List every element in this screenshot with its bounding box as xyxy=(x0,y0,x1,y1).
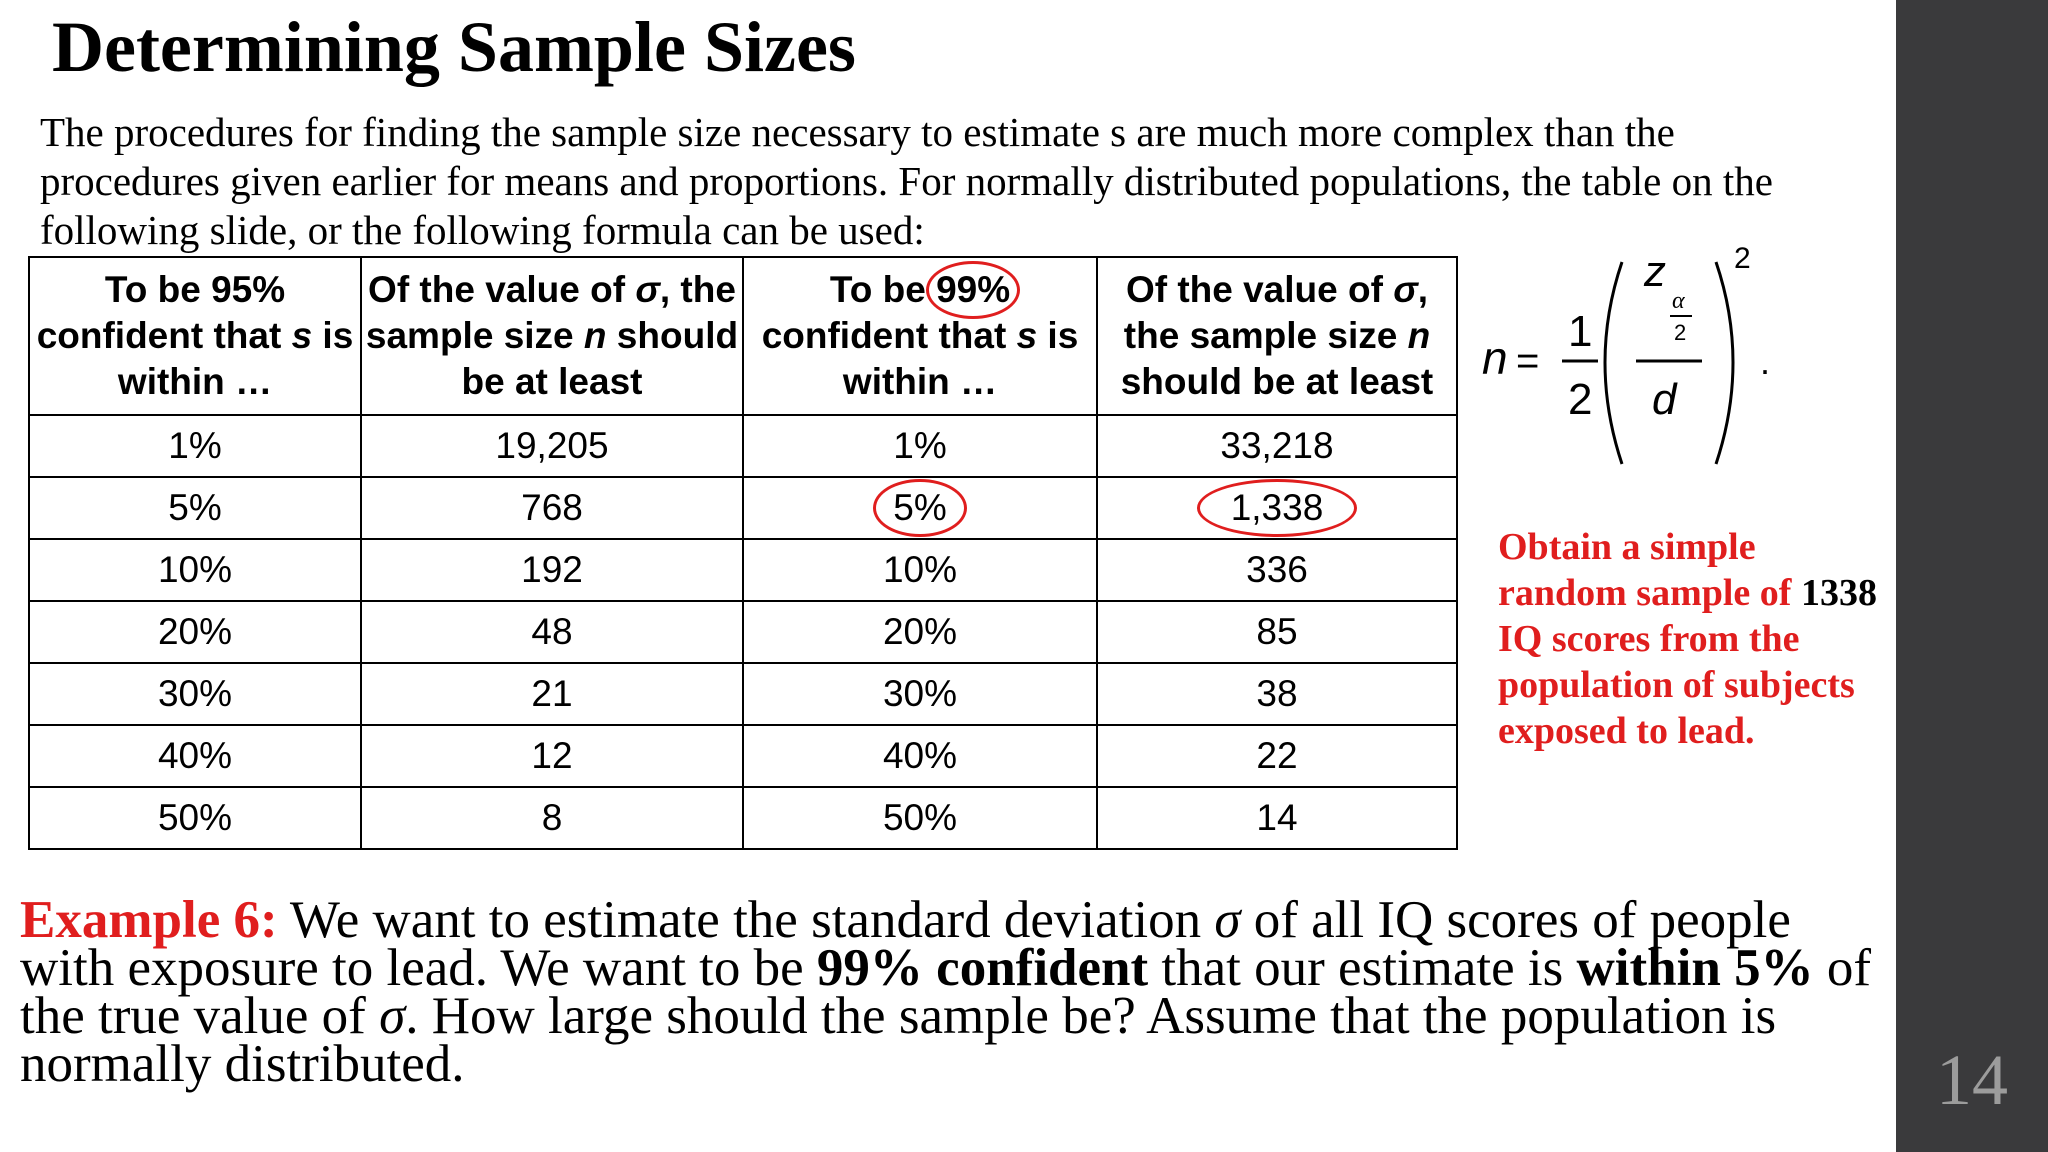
table-row: 5% 768 5% 1,338 xyxy=(28,476,1458,540)
formula-period: . xyxy=(1760,341,1770,382)
table-header-row: To be 95% confident that s is within … O… xyxy=(28,256,1458,416)
table-cell: 192 xyxy=(360,538,744,602)
formula-denominator: 2 xyxy=(1568,375,1592,424)
table-cell: 1% xyxy=(742,414,1098,478)
slide-title: Determining Sample Sizes xyxy=(52,7,856,87)
table-cell: 5% xyxy=(28,476,362,540)
table-cell: 22 xyxy=(1096,724,1458,788)
header-99-within: To be 99% confident that s is within … xyxy=(742,256,1098,416)
header-95-sample-size: Of the value of σ, the sample size n sho… xyxy=(360,256,744,416)
table-cell: 21 xyxy=(360,662,744,726)
table-cell: 50% xyxy=(28,786,362,850)
formula-alpha: α xyxy=(1672,288,1685,314)
formula-exponent: 2 xyxy=(1734,242,1751,275)
formula-n: n xyxy=(1482,332,1508,384)
table-row: 30% 21 30% 38 xyxy=(28,662,1458,726)
table-cell: 10% xyxy=(28,538,362,602)
formula-numerator: 1 xyxy=(1568,307,1592,356)
table-cell: 14 xyxy=(1096,786,1458,850)
table-cell: 40% xyxy=(28,724,362,788)
table-cell: 12 xyxy=(360,724,744,788)
left-paren xyxy=(1603,261,1624,465)
table-cell: 8 xyxy=(360,786,744,850)
header-95-within: To be 95% confident that s is within … xyxy=(28,256,362,416)
table-cell: 1% xyxy=(28,414,362,478)
formula-z: z xyxy=(1643,247,1666,296)
table-cell: 20% xyxy=(28,600,362,664)
table-cell: 33,218 xyxy=(1096,414,1458,478)
formula-d: d xyxy=(1652,375,1678,424)
intro-paragraph: The procedures for finding the sample si… xyxy=(40,109,1773,253)
table-cell: 85 xyxy=(1096,600,1458,664)
example-6-text: Example 6: We want to estimate the stand… xyxy=(20,891,1871,1093)
table-cell: 38 xyxy=(1096,662,1458,726)
table-cell: 336 xyxy=(1096,538,1458,602)
table-cell: 768 xyxy=(360,476,744,540)
table-cell: 30% xyxy=(28,662,362,726)
example-label: Example 6: xyxy=(20,891,278,949)
sample-size-formula: n = 1 2 z α 2 d 2 . xyxy=(1482,242,1770,465)
slide-number: 14 xyxy=(1936,1040,2008,1120)
table-cell: 20% xyxy=(742,600,1098,664)
solution-note: Obtain a simple random sample of 1338 IQ… xyxy=(1498,526,1877,752)
table-row: 50% 8 50% 14 xyxy=(28,786,1458,850)
table-cell: 5% xyxy=(742,476,1098,540)
formula-subscript-two: 2 xyxy=(1674,320,1686,345)
table-row: 1% 19,205 1% 33,218 xyxy=(28,414,1458,478)
table-cell: 19,205 xyxy=(360,414,744,478)
table-cell: 48 xyxy=(360,600,744,664)
table-cell: 50% xyxy=(742,786,1098,850)
table-cell: 10% xyxy=(742,538,1098,602)
highlight-99-percent: 99% xyxy=(926,261,1021,319)
highlight-5-percent: 5% xyxy=(873,479,967,537)
sample-size-table: To be 95% confident that s is within … O… xyxy=(28,256,1458,850)
table-row: 10% 192 10% 336 xyxy=(28,538,1458,602)
table-row: 20% 48 20% 85 xyxy=(28,600,1458,664)
sidebar-panel: 14 xyxy=(1896,0,2048,1152)
table-row: 40% 12 40% 22 xyxy=(28,724,1458,788)
highlight-1338: 1,338 xyxy=(1196,479,1358,537)
table-cell: 40% xyxy=(742,724,1098,788)
right-paren xyxy=(1714,261,1735,465)
table-cell: 1,338 xyxy=(1096,476,1458,540)
header-99-sample-size: Of the value of σ, the sample size n sho… xyxy=(1096,256,1458,416)
formula-equals: = xyxy=(1516,339,1539,383)
table-cell: 30% xyxy=(742,662,1098,726)
